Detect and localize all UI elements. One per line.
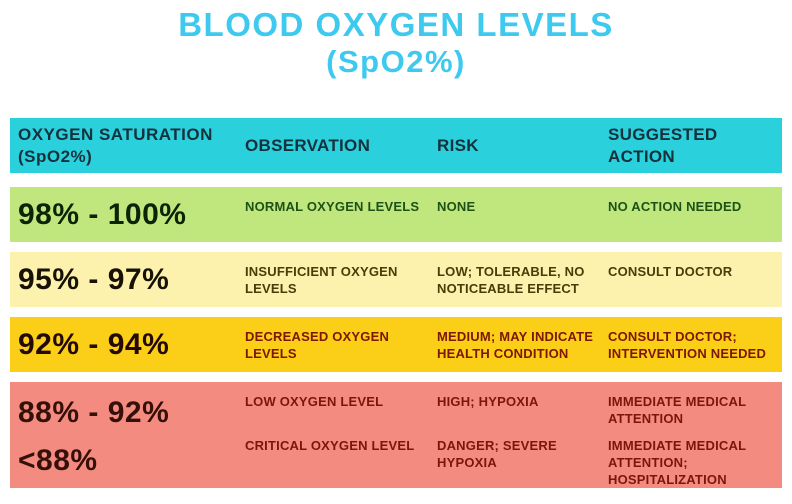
action-value: IMMEDIATE MEDICAL ATTENTION: [608, 394, 746, 426]
action-value: CONSULT DOCTOR; INTERVENTION NEEDED: [608, 329, 767, 361]
header-risk: RISK: [437, 135, 479, 155]
risk-value: DANGER; SEVERE HYPOXIA: [437, 438, 557, 470]
row-insufficient-95-97: 95% - 97% INSUFFICIENT OXYGEN LEVELS LOW…: [10, 252, 782, 307]
header-action: SUGGESTED ACTION: [608, 125, 718, 166]
table-header: OXYGEN SATURATION (SpO2%) OBSERVATION RI…: [10, 118, 782, 173]
range-value: <88%: [18, 443, 98, 477]
observation-value: NORMAL OXYGEN LEVELS: [245, 199, 420, 214]
row-critical-below-88: <88% CRITICAL OXYGEN LEVEL DANGER; SEVER…: [10, 432, 782, 488]
range-value: 92% - 94%: [18, 328, 170, 361]
observation-value: LOW OXYGEN LEVEL: [245, 394, 384, 409]
header-observation: OBSERVATION: [245, 135, 371, 155]
observation-value: INSUFFICIENT OXYGEN LEVELS: [245, 264, 398, 296]
header-saturation-line2: (SpO2%): [18, 146, 93, 166]
observation-value: CRITICAL OXYGEN LEVEL: [245, 438, 415, 453]
range-value: 95% - 97%: [18, 263, 170, 296]
range-value: 88% - 92%: [18, 395, 170, 429]
header-saturation-line1: OXYGEN SATURATION: [18, 125, 213, 145]
page-title: BLOOD OXYGEN LEVELS (SpO2%): [0, 0, 792, 80]
spo2-table: OXYGEN SATURATION (SpO2%) OBSERVATION RI…: [10, 118, 782, 488]
range-value: 98% - 100%: [18, 198, 187, 231]
action-value: IMMEDIATE MEDICAL ATTENTION; HOSPITALIZA…: [608, 438, 746, 487]
action-value: CONSULT DOCTOR: [608, 264, 733, 279]
risk-value: HIGH; HYPOXIA: [437, 394, 539, 409]
row-group-danger: 88% - 92% LOW OXYGEN LEVEL HIGH; HYPOXIA…: [10, 382, 782, 488]
observation-value: DECREASED OXYGEN LEVELS: [245, 329, 390, 361]
title-line1: BLOOD OXYGEN LEVELS: [178, 6, 614, 43]
row-low-88-92: 88% - 92% LOW OXYGEN LEVEL HIGH; HYPOXIA…: [10, 382, 782, 432]
risk-value: MEDIUM; MAY INDICATE HEALTH CONDITION: [437, 329, 594, 361]
action-value: NO ACTION NEEDED: [608, 199, 742, 214]
row-decreased-92-94: 92% - 94% DECREASED OXYGEN LEVELS MEDIUM…: [10, 317, 782, 372]
risk-value: NONE: [437, 199, 476, 214]
header-saturation: OXYGEN SATURATION (SpO2%): [10, 118, 245, 173]
row-normal-98-100: 98% - 100% NORMAL OXYGEN LEVELS NONE NO …: [10, 187, 782, 242]
title-line2: (SpO2%): [326, 43, 466, 79]
risk-value: LOW; TOLERABLE, NO NOTICEABLE EFFECT: [437, 264, 585, 296]
